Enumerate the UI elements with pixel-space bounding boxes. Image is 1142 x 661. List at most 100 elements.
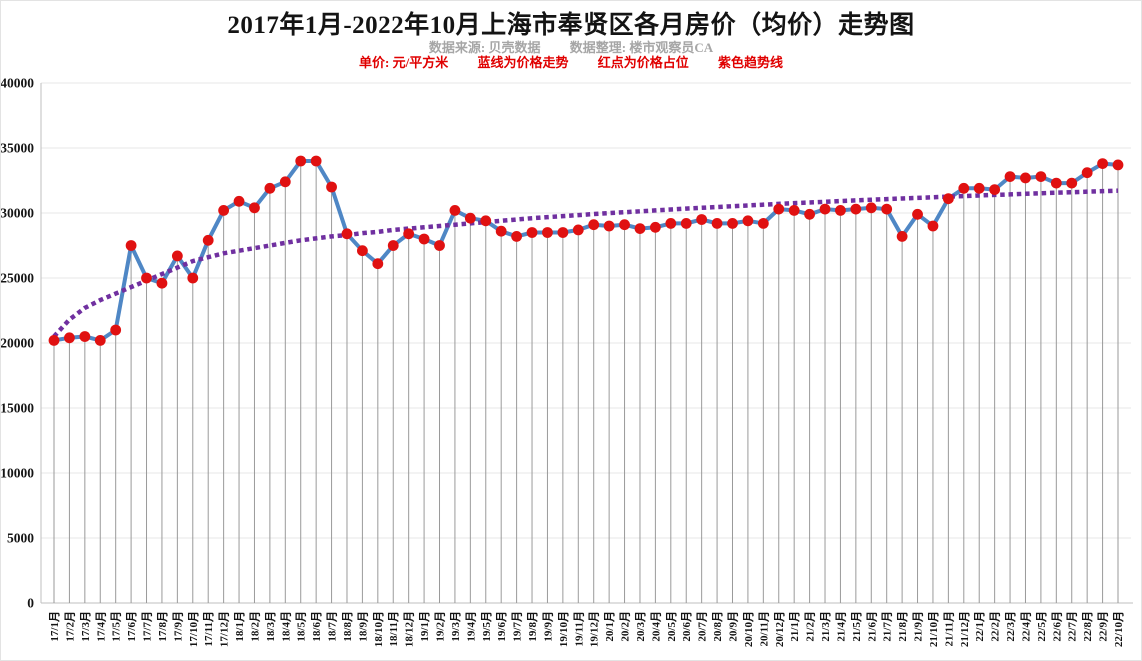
data-point-marker <box>557 227 569 238</box>
x-tick-label: 22/5月 <box>1035 611 1048 642</box>
data-point-marker <box>865 202 877 214</box>
y-axis-labels: 0 5000 10000 15000 20000 25000 30000 35000 40000 <box>1 76 34 611</box>
data-point-marker <box>603 220 615 232</box>
x-tick-label: 18/2月 <box>248 611 261 642</box>
x-tick-label: 22/2月 <box>989 611 1002 642</box>
data-point-marker <box>218 205 230 216</box>
data-point-marker <box>279 176 291 188</box>
axes <box>40 83 1133 604</box>
data-point-marker <box>696 214 708 225</box>
data-point-marker <box>773 203 785 215</box>
x-tick-label: 18/4月 <box>279 611 292 642</box>
x-tick-label: 21/1月 <box>788 611 801 642</box>
data-point-marker <box>249 202 260 214</box>
x-tick-label: 22/7月 <box>1066 611 1079 642</box>
x-tick-label: 17/9月 <box>171 611 184 642</box>
x-tick-label: 18/1月 <box>233 611 246 642</box>
data-point-marker <box>357 245 368 257</box>
x-tick-label: 18/10月 <box>372 611 385 647</box>
data-point-marker <box>1035 171 1047 182</box>
data-point-marker <box>572 224 584 236</box>
x-tick-label: 20/8月 <box>711 611 724 642</box>
x-tick-label: 17/10月 <box>187 611 200 647</box>
y-tick-label: 30000 <box>1 206 34 221</box>
data-point-marker <box>942 193 954 205</box>
data-point-marker <box>850 203 862 215</box>
legend-note-line: 单价: 元/平方米 蓝线为价格走势 红点为价格占位 紫色趋势线 <box>1 52 1141 71</box>
x-tick-label: 20/3月 <box>634 611 647 642</box>
data-point-marker <box>680 218 692 229</box>
droplines <box>53 161 1119 603</box>
x-tick-label: 21/4月 <box>834 611 847 642</box>
data-point-marker <box>295 155 307 167</box>
data-point-marker <box>341 228 353 240</box>
data-point-marker <box>1081 167 1093 179</box>
data-points <box>48 155 1124 346</box>
data-point-marker <box>958 182 970 194</box>
data-point-marker <box>449 205 461 216</box>
data-point-marker <box>819 203 831 215</box>
data-point-marker <box>804 208 815 220</box>
x-tick-label: 18/7月 <box>326 611 339 642</box>
x-tick-label: 20/2月 <box>619 611 632 642</box>
x-tick-label: 22/4月 <box>1019 611 1032 642</box>
x-tick-label: 22/9月 <box>1097 611 1110 642</box>
data-point-marker <box>372 258 384 270</box>
y-tick-label: 0 <box>27 596 34 611</box>
price-line <box>52 159 1120 343</box>
x-tick-label: 22/8月 <box>1081 611 1094 642</box>
data-point-marker <box>495 225 507 237</box>
data-point-marker <box>48 335 60 346</box>
x-tick-label: 21/9月 <box>912 611 925 642</box>
data-point-marker <box>649 221 661 233</box>
y-tick-label: 35000 <box>1 141 34 156</box>
x-tick-label: 21/3月 <box>819 611 832 642</box>
x-tick-label: 17/5月 <box>110 611 123 642</box>
data-point-marker <box>835 205 846 216</box>
data-point-marker <box>434 240 445 251</box>
data-point-marker <box>418 233 430 245</box>
y-tick-label: 5000 <box>7 531 34 546</box>
data-point-marker <box>881 203 893 215</box>
data-point-marker <box>64 332 75 344</box>
data-point-marker <box>202 234 214 246</box>
data-point-marker <box>588 219 600 231</box>
x-tick-label: 17/7月 <box>141 611 154 642</box>
chart-title: 2017年1月-2022年10月上海市奉贤区各月房价（均价）走势图 <box>227 12 915 39</box>
x-tick-label: 17/11月 <box>202 611 215 646</box>
data-point-marker <box>1004 171 1016 182</box>
x-tick-label: 20/7月 <box>696 611 709 642</box>
data-point-marker <box>1112 159 1124 171</box>
data-point-marker <box>387 240 399 251</box>
data-point-marker <box>187 272 199 284</box>
data-point-marker <box>912 208 923 220</box>
x-tick-label: 18/12月 <box>403 611 416 647</box>
x-tick-label: 22/1月 <box>973 611 986 642</box>
data-point-marker <box>1066 177 1078 189</box>
data-point-marker <box>110 324 122 336</box>
x-tick-label: 19/4月 <box>464 611 477 642</box>
x-tick-label: 18/8月 <box>341 611 354 642</box>
data-point-marker <box>94 335 106 346</box>
x-tick-label: 19/8月 <box>526 611 539 642</box>
data-source-note: 数据来源: 贝壳数据 <box>428 40 541 55</box>
data-point-marker <box>927 220 939 232</box>
x-tick-label: 18/9月 <box>356 611 369 642</box>
data-point-marker <box>711 218 723 229</box>
x-tick-label: 18/6月 <box>310 611 323 642</box>
data-point-marker <box>233 195 245 207</box>
purple-line-note: 紫色趋势线 <box>717 55 783 70</box>
x-tick-label: 21/12月 <box>958 611 971 647</box>
data-point-marker <box>480 215 492 227</box>
data-point-marker <box>542 227 553 238</box>
x-tick-label: 20/6月 <box>680 611 693 642</box>
data-point-marker <box>757 218 769 229</box>
data-point-marker <box>634 223 646 235</box>
data-point-marker <box>1097 158 1108 169</box>
data-point-marker <box>125 240 137 251</box>
y-gridlines <box>41 82 1131 539</box>
x-tick-label: 17/2月 <box>63 611 76 642</box>
data-point-marker <box>171 250 183 262</box>
trend-line <box>52 188 1119 339</box>
